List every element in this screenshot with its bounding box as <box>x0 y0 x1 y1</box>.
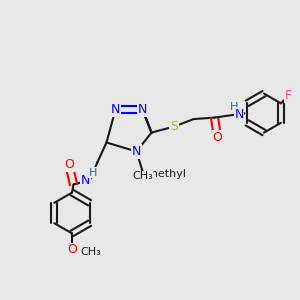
Text: N: N <box>81 173 90 187</box>
Text: S: S <box>170 120 178 133</box>
Text: CH₃: CH₃ <box>132 171 153 181</box>
Text: CH₃: CH₃ <box>80 247 101 257</box>
Text: N: N <box>132 145 141 158</box>
Text: H: H <box>230 102 238 112</box>
Text: N: N <box>138 103 147 116</box>
Text: O: O <box>64 158 74 172</box>
Text: N: N <box>111 103 120 116</box>
Text: N: N <box>234 108 244 121</box>
Text: F: F <box>285 89 292 102</box>
Text: O: O <box>213 130 222 144</box>
Text: H: H <box>89 167 97 178</box>
Text: O: O <box>67 243 77 256</box>
Text: methyl: methyl <box>147 169 186 179</box>
